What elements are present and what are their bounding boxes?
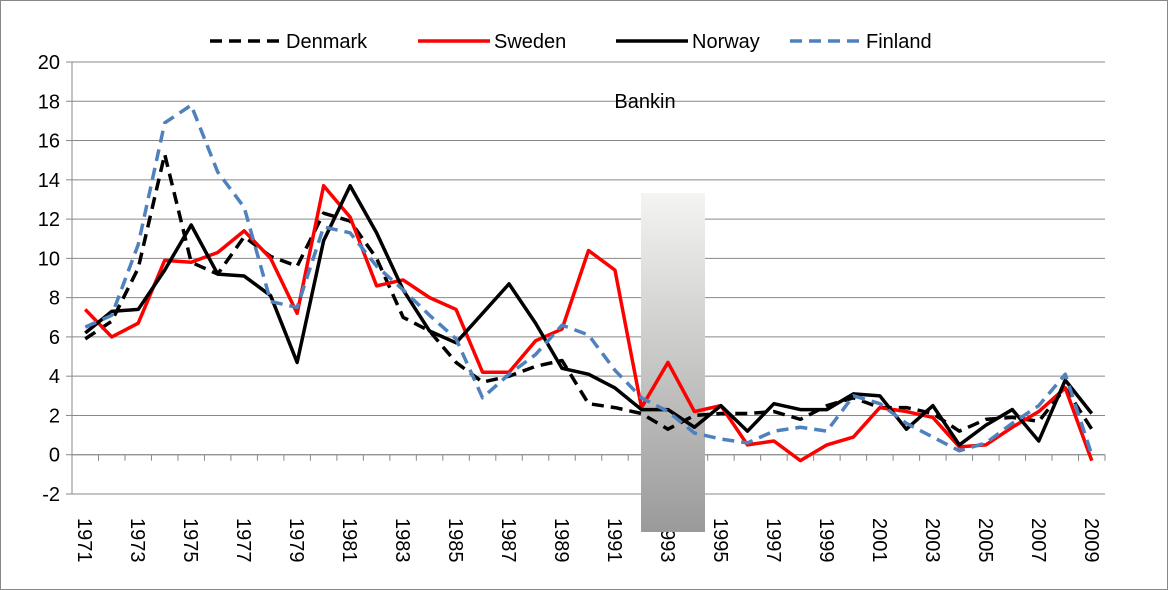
y-tick-label: 16	[38, 131, 60, 153]
x-tick-label: 1991	[603, 518, 625, 563]
x-tick-label: 1977	[232, 518, 254, 563]
x-tick-label: 2003	[921, 518, 943, 563]
legend-label: Norway	[692, 31, 760, 53]
legend-label: Finland	[866, 31, 932, 53]
y-tick-label: 20	[38, 52, 60, 74]
legend-label: Sweden	[494, 31, 566, 53]
y-tick-label: 4	[49, 366, 60, 388]
x-tick-label: 1979	[285, 518, 307, 563]
y-tick-label: -2	[42, 484, 60, 506]
x-tick-label: 1999	[815, 518, 837, 563]
legend-label: Denmark	[286, 31, 368, 53]
y-tick-label: 0	[49, 445, 60, 467]
x-tick-label: 1983	[391, 518, 413, 563]
y-tick-label: 18	[38, 91, 60, 113]
x-tick-label: 1997	[762, 518, 784, 563]
x-tick-label: 1973	[126, 518, 148, 563]
shaded-period	[641, 193, 705, 532]
y-tick-label: 8	[49, 288, 60, 310]
series-line	[84, 103, 1094, 456]
x-tick-label: 1995	[709, 518, 731, 563]
x-tick-label: 2009	[1080, 518, 1102, 563]
x-tick-label: 1981	[338, 518, 360, 563]
x-tick-label: 2007	[1027, 518, 1049, 563]
y-tick-label: 12	[38, 209, 60, 231]
y-tick-label: 2	[49, 405, 60, 427]
x-tick-label: 1987	[497, 518, 519, 563]
x-tick-label: 1975	[179, 518, 201, 563]
x-tick-label: 1971	[73, 518, 95, 563]
y-tick-label: 10	[38, 248, 60, 270]
y-tick-label: 14	[38, 170, 60, 192]
x-tick-label: 1985	[444, 518, 466, 563]
y-tick-label: 6	[49, 327, 60, 349]
x-tick-label: 1989	[550, 518, 572, 563]
series-line	[84, 183, 1094, 447]
x-tick-label: 2005	[974, 518, 996, 563]
x-tick-label: 2001	[868, 518, 890, 563]
annotation: Bankin	[614, 91, 675, 113]
